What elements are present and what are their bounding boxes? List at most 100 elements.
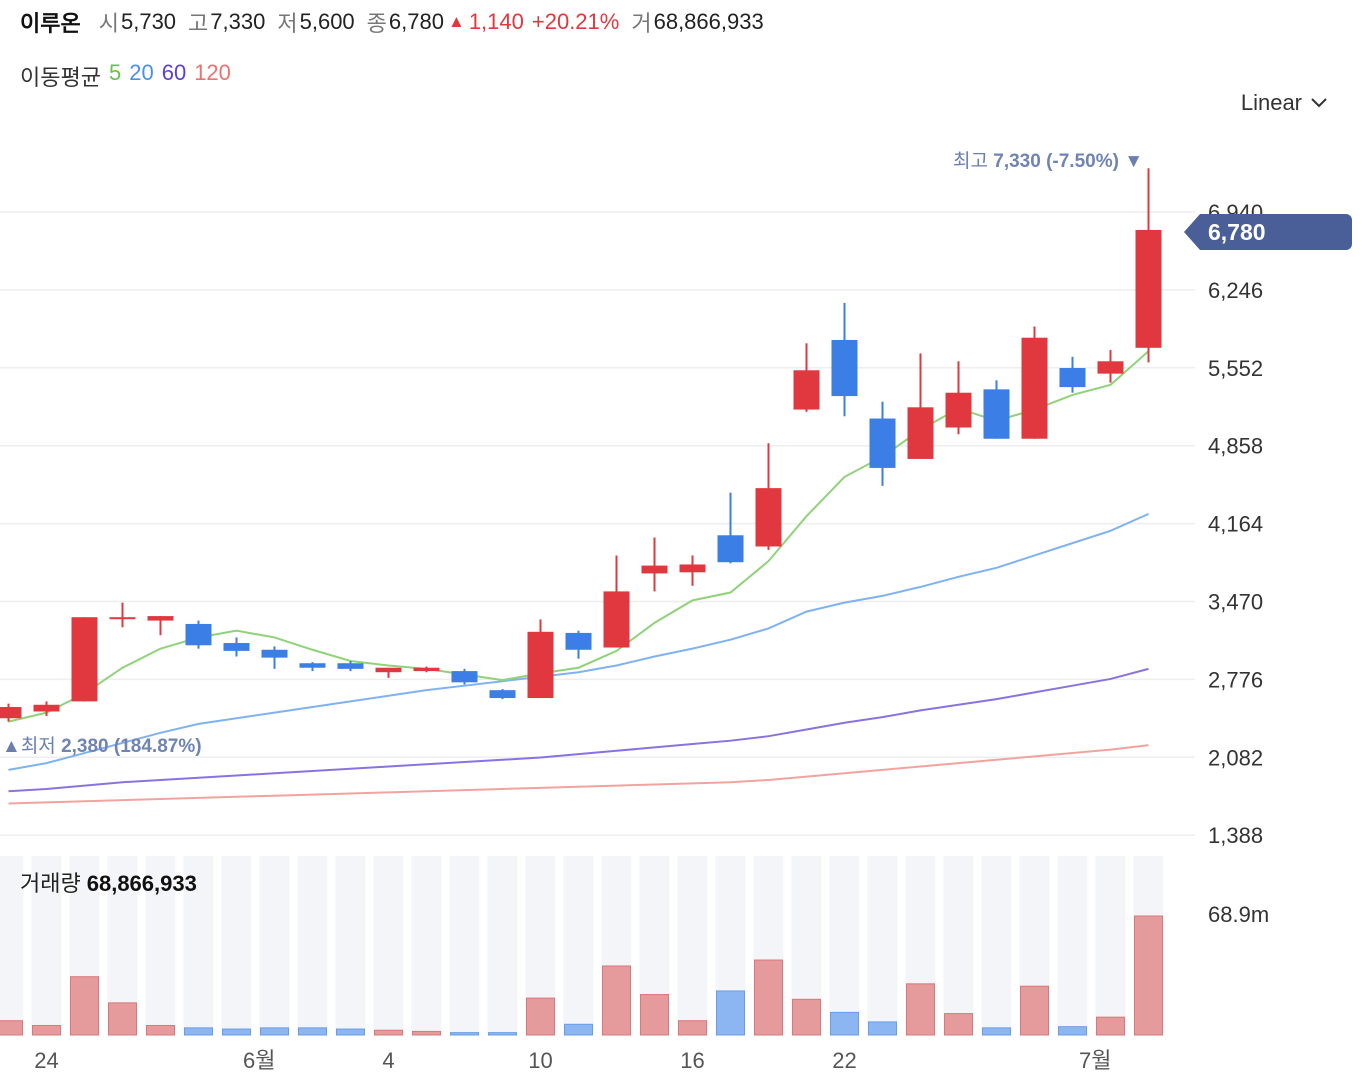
ma-60-label: 60 [161,60,187,85]
candle-body [375,667,402,673]
x-tick-label: 7월 [1079,1048,1111,1073]
volume-bar [640,994,669,1036]
volume-max-tick: 68.9m [1208,902,1270,927]
volume-bar [260,1027,289,1036]
candle-body [679,564,706,573]
candle-body [793,370,820,410]
high-label: 고 [188,11,209,36]
close-value: 6,780 [388,9,444,34]
moving-average-title: 이동평균 [20,65,101,90]
volume-column-bg [677,856,708,1035]
volume-bar [868,1021,897,1036]
volume-column-bg [259,856,290,1035]
candle-body [755,488,782,547]
stock-name: 이루온 [20,11,81,36]
candle-body [1059,368,1086,388]
ma-5-label: 5 [108,60,122,85]
volume-panel-label: 거래량 68,866,933 [20,866,197,898]
candle-body [0,707,22,719]
volume-column-bg [943,856,974,1035]
volume-bar [1020,985,1049,1036]
volume-column-bg [829,856,860,1035]
change-value: 1,140 [468,9,524,34]
volume-bar [488,1032,517,1036]
volume-bar [716,990,745,1036]
candle-body [71,617,98,702]
ma120-line [8,744,1149,805]
ma60-line [8,667,1149,793]
volume-label: 거 [631,11,652,36]
volume-bar [944,1013,973,1036]
ma5-line [8,350,1150,723]
candle-body [983,389,1010,439]
volume-bar [108,1002,137,1036]
volume-column-bg [145,856,176,1035]
volume-bar [906,983,935,1036]
volume-bar [830,1011,859,1036]
candle-body [413,667,440,672]
volume-column-bg [297,856,328,1035]
candle-body [33,704,60,712]
volume-column-bg [449,856,480,1035]
volume-bar [1134,915,1163,1036]
volume-bar [412,1030,441,1036]
volume-column-bg [563,856,594,1035]
scale-selector-label: Linear [1240,90,1302,115]
ma20-line [8,513,1149,771]
x-tick-label: 6월 [243,1048,275,1073]
candle-body [603,591,630,648]
low-annotation: ▲최저 2,380 (184.87%) [2,731,202,758]
volume-bar [374,1029,403,1036]
volume-column-bg [221,856,252,1035]
scale-selector[interactable]: Linear [1241,90,1328,116]
volume-column-bg [31,856,62,1035]
up-triangle-icon: ▲ [2,736,21,757]
candle-body [185,623,212,646]
volume-column-bg [981,856,1012,1035]
volume-column-bg [1057,856,1088,1035]
y-tick-label: 1,388 [1208,823,1263,848]
low-value: 5,600 [299,9,355,34]
candle-body [109,617,136,620]
candle-body [1135,229,1162,348]
candle-body [223,643,250,651]
ma-120-label: 120 [194,60,231,85]
change-up-icon: ▲ [447,12,465,31]
moving-average-legend[interactable]: 이동평균 5 20 60 120 [20,60,231,92]
y-tick-label: 3,470 [1208,590,1263,615]
x-tick-label: 22 [832,1048,856,1073]
volume-bar [70,976,99,1036]
candle-body [869,418,896,468]
volume-bar [336,1028,365,1036]
volume-bar [222,1028,251,1036]
chevron-down-icon [1311,98,1327,108]
candle-body [489,690,516,699]
x-tick-label: 10 [528,1048,552,1073]
volume-bar [146,1024,175,1036]
y-tick-label: 4,858 [1208,434,1263,459]
volume-bar [754,959,783,1036]
volume-column-bg [487,856,518,1035]
volume-bar [678,1020,707,1036]
low-annotation-label: 최저 [20,736,56,757]
low-label: 저 [277,11,298,36]
volume-column-bg [1095,856,1126,1035]
candle-body [1097,361,1124,374]
volume-column-bg [335,856,366,1035]
volume-bar [982,1027,1011,1036]
volume-bar [184,1027,213,1036]
candle-body [831,339,858,397]
candle-body [261,649,288,658]
x-tick-label: 24 [34,1048,58,1073]
current-price-value: 6,780 [1208,219,1266,245]
volume-bar [1096,1016,1125,1036]
volume-bar [1058,1026,1087,1036]
volume-column-bg [867,856,898,1035]
candle-body [945,392,972,428]
volume-bar [0,1020,23,1036]
badge-background [1200,214,1352,250]
open-label: 시 [98,11,119,36]
volume-panel-title: 거래량 [20,871,81,896]
candle-body [451,671,478,683]
